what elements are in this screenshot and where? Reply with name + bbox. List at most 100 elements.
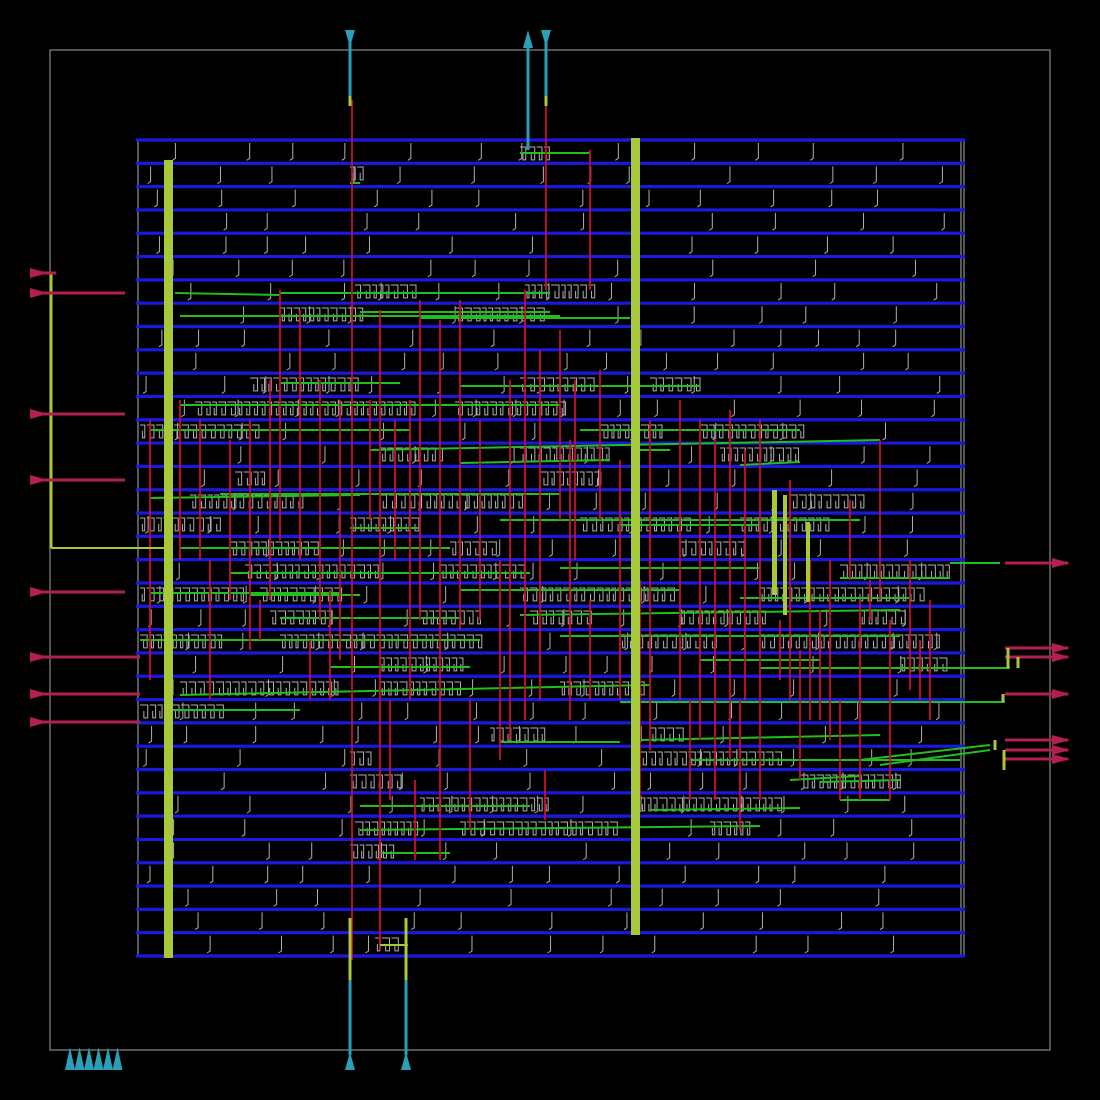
filler-cell [879, 912, 884, 931]
logic-cell [716, 821, 722, 836]
pin-right-7[interactable] [1052, 754, 1070, 764]
logic-cell [700, 424, 708, 439]
filler-cell [681, 865, 686, 884]
filler-cell [528, 679, 533, 697]
wire-horizontal [179, 684, 651, 696]
logic-cell [386, 634, 393, 649]
filler-cell [709, 212, 713, 231]
pin-left-5[interactable] [30, 587, 48, 597]
logic-cell [213, 587, 220, 602]
logic-cell [548, 610, 555, 625]
filler-cell [265, 679, 269, 697]
filler-cell [654, 399, 658, 418]
pin-right-4[interactable] [1052, 689, 1070, 699]
pin-top-2[interactable] [523, 30, 533, 48]
logic-cell [178, 634, 184, 649]
logic-cell [415, 681, 421, 696]
pin-bottom-1[interactable] [345, 1052, 355, 1070]
filler-cell [338, 819, 343, 837]
filler-cell [548, 912, 553, 931]
logic-cell [658, 517, 665, 532]
logic-cell [584, 821, 593, 836]
logic-cell [573, 284, 579, 299]
filler-cell [302, 236, 307, 254]
filler-cell [666, 842, 671, 861]
pin-left-3[interactable] [30, 409, 48, 419]
logic-cell [451, 657, 458, 672]
logic-cell [896, 634, 904, 649]
logic-cell [260, 541, 267, 556]
logic-cell [832, 774, 838, 789]
filler-cell [897, 655, 902, 674]
pin-left-6[interactable] [30, 652, 48, 662]
filler-cell [854, 702, 859, 721]
filler-cell [237, 446, 242, 464]
filler-cell [430, 562, 435, 581]
corner-marker[interactable] [74, 1047, 85, 1070]
pin-left-2[interactable] [30, 288, 48, 298]
filler-cell [380, 422, 385, 441]
filler-cell [936, 376, 941, 394]
pin-right-6[interactable] [1052, 745, 1070, 755]
logic-cell [693, 377, 701, 392]
pin-top-1[interactable] [345, 30, 355, 47]
filler-cell [179, 702, 184, 721]
logic-cell [294, 634, 299, 649]
filler-cell [206, 935, 211, 954]
pin-right-1[interactable] [1052, 558, 1070, 568]
logic-cell [157, 704, 163, 719]
logic-cell [840, 494, 849, 509]
logic-cell [197, 494, 206, 509]
filler-cell [218, 189, 223, 208]
corner-marker[interactable] [112, 1047, 123, 1070]
filler-cell [926, 446, 931, 464]
logic-cell [140, 704, 149, 719]
logic-cell [717, 610, 725, 625]
strap-mid-right-3 [806, 522, 810, 602]
pin-bottom-2[interactable] [401, 1052, 411, 1070]
filler-cell [700, 912, 704, 931]
pin-left-1[interactable] [30, 268, 48, 278]
filler-cell [340, 539, 344, 558]
filler-cell [830, 819, 835, 837]
filler-cell [715, 889, 719, 907]
logic-cell [417, 657, 424, 672]
logic-cell [511, 564, 517, 579]
corner-marker[interactable] [84, 1047, 94, 1070]
filler-cell [507, 889, 512, 907]
pin-right-2[interactable] [1052, 643, 1070, 653]
logic-cell [458, 657, 464, 672]
logic-cell [156, 517, 162, 532]
filler-cell [428, 189, 433, 208]
logic-cell [547, 821, 553, 836]
logic-cell [358, 634, 366, 649]
logic-cell [640, 751, 648, 766]
logic-cell [307, 307, 315, 322]
logic-cell [338, 564, 346, 579]
filler-cell [471, 259, 476, 278]
logic-cell [237, 401, 243, 416]
filler-cell [368, 376, 373, 394]
logic-cell [372, 564, 379, 579]
pin-right-5[interactable] [1052, 735, 1070, 745]
logic-cell [734, 610, 741, 625]
filler-cell [319, 725, 324, 744]
filler-cell [809, 655, 814, 674]
logic-cell [253, 471, 259, 486]
pin-left-7[interactable] [30, 689, 48, 699]
logic-cell [797, 424, 805, 439]
pin-right-3[interactable] [1052, 652, 1070, 662]
filler-cell [492, 562, 497, 581]
corner-marker[interactable] [103, 1047, 113, 1070]
pin-top-3[interactable] [541, 30, 551, 47]
filler-cell [913, 469, 918, 488]
pin-left-4[interactable] [30, 475, 48, 485]
corner-marker[interactable] [65, 1047, 75, 1070]
corner-marker[interactable] [93, 1047, 104, 1070]
filler-cell [144, 516, 149, 534]
logic-cell [838, 774, 847, 789]
pin-left-8[interactable] [30, 717, 48, 727]
logic-cell [461, 564, 469, 579]
filler-cell [860, 352, 865, 371]
